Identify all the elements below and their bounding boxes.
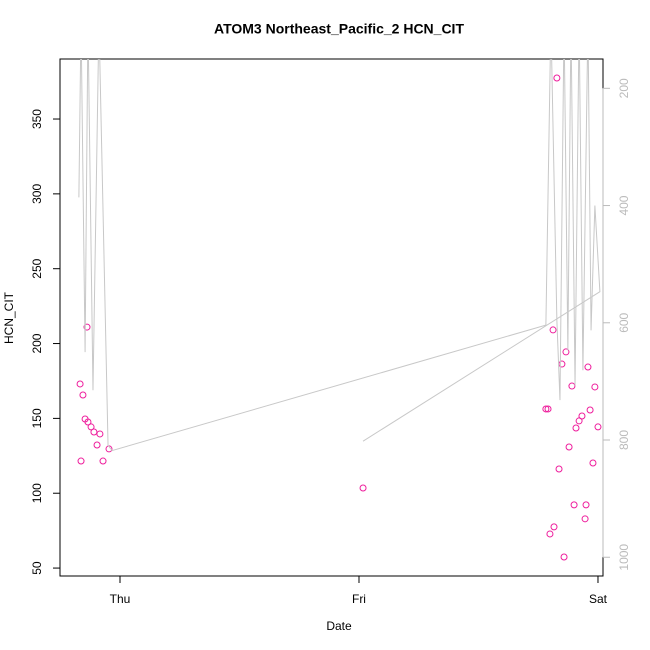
point <box>553 74 561 82</box>
x-tick-label: Sat <box>589 592 608 606</box>
point <box>77 457 85 465</box>
point <box>568 382 576 390</box>
point <box>594 423 602 431</box>
point <box>586 406 594 414</box>
x-axis-label: Date <box>326 619 352 633</box>
line <box>78 59 601 452</box>
point <box>359 484 367 492</box>
y2-tick-label: 800 <box>617 430 631 450</box>
point <box>84 418 92 426</box>
point <box>76 380 84 388</box>
y2-tick-label: 1000 <box>617 544 631 571</box>
point <box>581 515 589 523</box>
point <box>83 323 91 331</box>
x-tick-label: Fri <box>352 592 366 606</box>
point <box>99 457 107 465</box>
y2-tick-label: 200 <box>617 78 631 98</box>
x-tick-label: Thu <box>110 592 131 606</box>
point <box>542 405 550 413</box>
point <box>544 405 552 413</box>
point <box>570 501 578 509</box>
point <box>546 530 554 538</box>
point <box>572 424 580 432</box>
point <box>79 391 87 399</box>
plot-box <box>59 58 604 577</box>
point <box>589 459 597 467</box>
point <box>565 443 573 451</box>
point <box>550 523 558 531</box>
point <box>555 465 563 473</box>
y-tick-label: 350 <box>30 109 44 129</box>
point <box>549 326 557 334</box>
y2-tick-label: 400 <box>617 195 631 215</box>
point <box>591 383 599 391</box>
point <box>582 501 590 509</box>
y-tick-label: 50 <box>30 561 44 575</box>
chart-title: ATOM3 Northeast_Pacific_2 HCN_CIT <box>214 21 464 37</box>
point <box>93 441 101 449</box>
y-tick-label: 300 <box>30 184 44 204</box>
point <box>584 363 592 371</box>
y2-tick-label: 600 <box>617 312 631 332</box>
plot-area <box>76 59 602 561</box>
y-tick-label: 150 <box>30 408 44 428</box>
y-tick-label: 100 <box>30 483 44 503</box>
point <box>560 553 568 561</box>
y-axis-label: HCN_CIT <box>2 291 16 344</box>
point <box>87 423 95 431</box>
point <box>578 412 586 420</box>
point <box>558 360 566 368</box>
point <box>562 348 570 356</box>
point <box>96 430 104 438</box>
y-tick-label: 250 <box>30 258 44 278</box>
y-tick-label: 200 <box>30 333 44 353</box>
point <box>90 428 98 436</box>
